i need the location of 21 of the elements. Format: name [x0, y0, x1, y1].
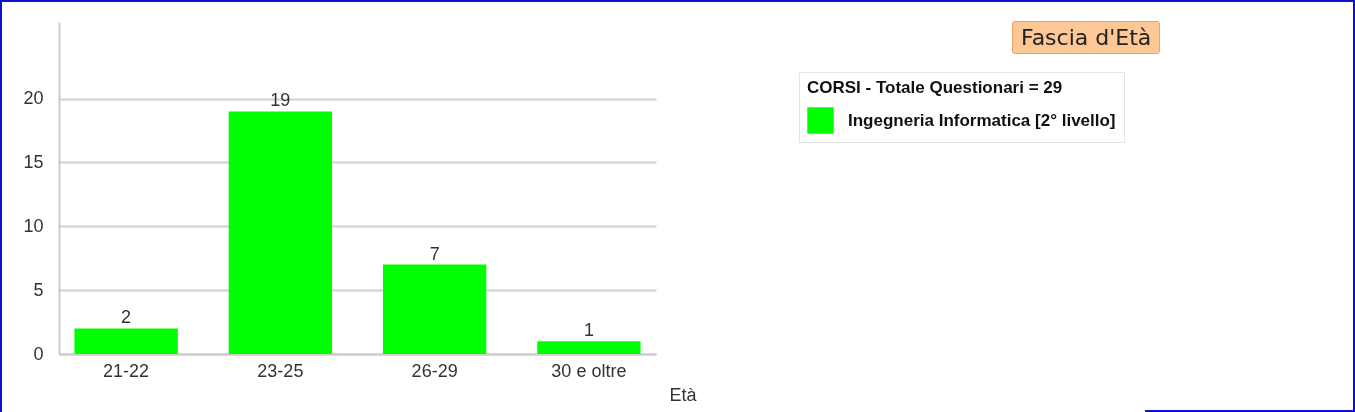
data-label: 19: [270, 90, 291, 111]
bar: [537, 341, 641, 354]
x-tick-label: 23-25: [257, 360, 304, 381]
legend-label: Ingegneria Informatica [2° livello]: [848, 110, 1116, 130]
bar: [228, 111, 333, 354]
y-tick-label: 15: [23, 151, 44, 172]
x-axis-title: Età: [669, 384, 698, 405]
data-label: 7: [429, 243, 440, 264]
y-tick-label: 0: [33, 343, 44, 364]
y-tick-label: 10: [23, 215, 44, 236]
text: Fascia d'Età: [1012, 21, 1161, 54]
data-label: 2: [121, 307, 132, 328]
data-label: 1: [583, 320, 594, 341]
y-tick-label: 20: [23, 88, 44, 109]
bar: [74, 328, 178, 354]
y-tick-label: 5: [33, 279, 44, 300]
x-tick-label: 26-29: [411, 360, 458, 381]
legend-title: CORSI - Totale Questionari = 29: [807, 78, 1063, 97]
x-tick-label: 30 e oltre: [551, 360, 627, 381]
x-tick-label: 21-22: [103, 360, 150, 381]
bar: [382, 264, 487, 354]
